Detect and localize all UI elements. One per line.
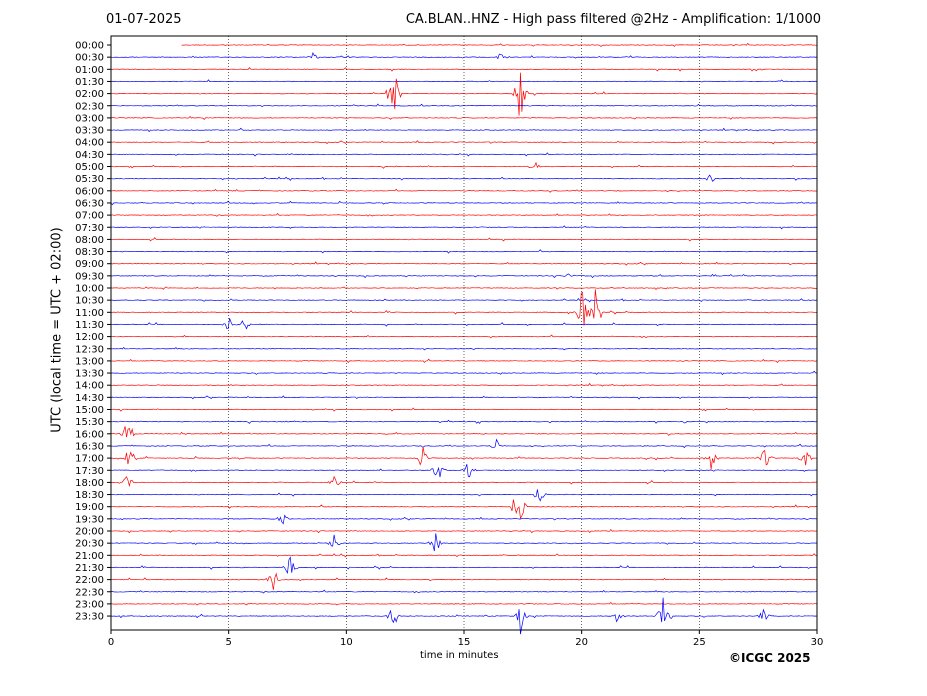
x-tick-label-15: 15 xyxy=(458,637,471,648)
y-tick-label-1600: 16:00 xyxy=(75,429,104,440)
y-tick-label-2030: 20:30 xyxy=(75,539,104,550)
y-tick-label-1530: 15:30 xyxy=(75,417,104,428)
y-tick-label-0930: 09:30 xyxy=(75,271,104,282)
trace-0530 xyxy=(110,174,818,182)
y-tick-label-1000: 10:00 xyxy=(75,284,104,295)
y-tick-label-0900: 09:00 xyxy=(75,259,104,270)
x-tick-label-30: 30 xyxy=(811,637,824,648)
y-tick-label-0000: 00:00 xyxy=(75,41,104,52)
axes-group: 0 5 10 15 20 25 30 00:0000:3001:0001:3002:0002:… xyxy=(75,35,824,648)
trace-1730 xyxy=(110,464,818,478)
x-tick-label-0: 0 xyxy=(108,637,114,648)
chart-title: CA.BLAN..HNZ - High pass filtered @2Hz -… xyxy=(405,12,821,27)
y-tick-label-0730: 07:30 xyxy=(75,223,104,234)
trace-0900 xyxy=(110,261,818,266)
y-tick-label-1330: 13:30 xyxy=(75,369,104,380)
trace-0930 xyxy=(110,273,818,279)
y-tick-label-1300: 13:00 xyxy=(75,356,104,367)
y-tick-label-1630: 16:30 xyxy=(75,441,104,452)
y-tick-label-2200: 22:00 xyxy=(75,575,104,586)
y-tick-label-2230: 22:30 xyxy=(75,587,104,598)
y-tick-label-1230: 12:30 xyxy=(75,344,104,355)
y-tick-label-0200: 02:00 xyxy=(75,89,104,100)
y-tick-label-0530: 05:30 xyxy=(75,174,104,185)
trace-1530 xyxy=(110,419,818,424)
trace-1800 xyxy=(110,475,818,488)
y-tick-label-0300: 03:00 xyxy=(75,113,104,124)
y-tick-label-0230: 02:30 xyxy=(75,101,104,112)
y-tick-label-0500: 05:00 xyxy=(75,162,104,173)
y-tick-label-2100: 21:00 xyxy=(75,551,104,562)
trace-0430 xyxy=(110,152,818,157)
y-tick-label-0830: 08:30 xyxy=(75,247,104,258)
trace-1430 xyxy=(110,395,818,400)
y-tick-label-0330: 03:30 xyxy=(75,126,104,137)
y-tick-label-1200: 12:00 xyxy=(75,332,104,343)
y-tick-label-1830: 18:30 xyxy=(75,490,104,501)
trace-0830 xyxy=(110,249,818,254)
trace-0200 xyxy=(110,72,818,116)
x-tick-label-25: 25 xyxy=(693,637,706,648)
y-tick-label-0600: 06:00 xyxy=(75,186,104,197)
trace-0700 xyxy=(110,212,818,217)
trace-1500 xyxy=(110,407,818,412)
y-tick-label-2300: 23:00 xyxy=(75,599,104,610)
trace-0500 xyxy=(110,161,818,169)
y-tick-label-1900: 19:00 xyxy=(75,502,104,513)
y-tick-label-0700: 07:00 xyxy=(75,211,104,222)
y-tick-label-0130: 01:30 xyxy=(75,77,104,88)
y-tick-label-1700: 17:00 xyxy=(75,454,104,465)
x-tick-label-10: 10 xyxy=(340,637,353,648)
y-tick-label-0800: 08:00 xyxy=(75,235,104,246)
trace-1000 xyxy=(110,286,818,291)
trace-0730 xyxy=(110,225,818,230)
trace-1600 xyxy=(110,426,818,438)
chart-date: 01-07-2025 xyxy=(106,12,182,27)
y-tick-label-0030: 00:30 xyxy=(75,53,104,64)
x-axis-label: time in minutes xyxy=(420,650,499,661)
y-tick-label-1430: 14:30 xyxy=(75,393,104,404)
y-tick-label-0400: 04:00 xyxy=(75,138,104,149)
y-tick-label-1730: 17:30 xyxy=(75,466,104,477)
trace-1400 xyxy=(110,382,818,387)
trace-1630 xyxy=(110,438,818,449)
trace-2030 xyxy=(110,533,818,552)
x-tick-label-5: 5 xyxy=(225,637,231,648)
y-tick-label-1800: 18:00 xyxy=(75,478,104,489)
y-tick-label-2130: 21:30 xyxy=(75,563,104,574)
y-tick-label-2330: 23:30 xyxy=(75,612,104,623)
y-tick-label-1100: 11:00 xyxy=(75,308,104,319)
grid-group xyxy=(228,36,700,630)
y-tick-label-0100: 01:00 xyxy=(75,65,104,76)
x-tick-label-20: 20 xyxy=(575,637,588,648)
trace-0600 xyxy=(110,188,818,193)
copyright-label: ©ICGC 2025 xyxy=(729,651,811,665)
y-tick-label-1930: 19:30 xyxy=(75,514,104,525)
y-tick-label-1030: 10:30 xyxy=(75,296,104,307)
trace-0000 xyxy=(181,42,818,47)
trace-0800 xyxy=(110,237,818,242)
y-tick-label-0430: 04:30 xyxy=(75,150,104,161)
trace-1900 xyxy=(110,499,818,520)
y-tick-label-1130: 11:30 xyxy=(75,320,104,331)
y-tick-label-2000: 20:00 xyxy=(75,527,104,538)
y-tick-label-1500: 15:00 xyxy=(75,405,104,416)
trace-1830 xyxy=(111,489,818,502)
y-tick-label-1400: 14:00 xyxy=(75,381,104,392)
trace-1700 xyxy=(110,446,818,470)
y-tick-label-0630: 06:30 xyxy=(75,198,104,209)
